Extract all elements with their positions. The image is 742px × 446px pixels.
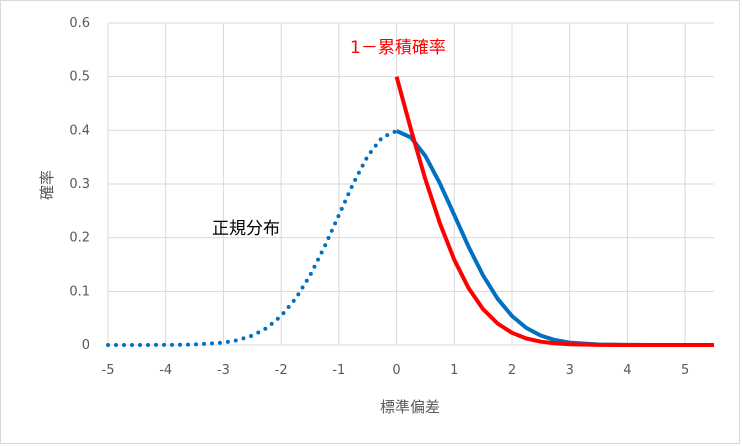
- series-one-minus-cdf: [394, 76, 714, 347]
- y-tick-labels: 0 0.1 0.2 0.3 0.4 0.5 0.6: [69, 16, 90, 353]
- y-tick-label: 0.1: [69, 284, 90, 299]
- y-tick-label: 0.3: [69, 177, 90, 192]
- x-tick-labels: -5 -4 -3 -2 -1 0 1 2 3 4 5: [102, 363, 690, 378]
- x-tick-label: 1: [450, 363, 458, 378]
- x-tick-label: -1: [332, 363, 345, 378]
- x-tick-label: -3: [217, 363, 230, 378]
- x-tick-label: -2: [275, 363, 288, 378]
- y-tick-label: 0.6: [69, 16, 90, 31]
- y-tick-label: 0: [82, 338, 90, 353]
- annotation-normal-distribution: 正規分布: [212, 219, 280, 239]
- x-tick-label: -4: [159, 363, 172, 378]
- y-tick-label: 0.2: [69, 231, 90, 246]
- y-tick-label: 0.4: [69, 123, 90, 138]
- x-tick-label: 4: [623, 363, 631, 378]
- annotation-one-minus-cdf: 1－累積確率: [350, 38, 446, 58]
- x-tick-label: 3: [566, 363, 574, 378]
- y-axis-title: 確率: [38, 170, 56, 200]
- x-tick-label: 5: [681, 363, 689, 378]
- series-lines: [106, 76, 714, 347]
- x-tick-label: 2: [508, 363, 516, 378]
- y-tick-label: 0.5: [69, 70, 90, 85]
- series-normal-pdf-dotted: [106, 128, 399, 347]
- x-tick-label: -5: [102, 363, 115, 378]
- x-axis-title: 標準偏差: [380, 398, 440, 416]
- x-tick-label: 0: [392, 363, 400, 378]
- gridlines: [107, 22, 714, 346]
